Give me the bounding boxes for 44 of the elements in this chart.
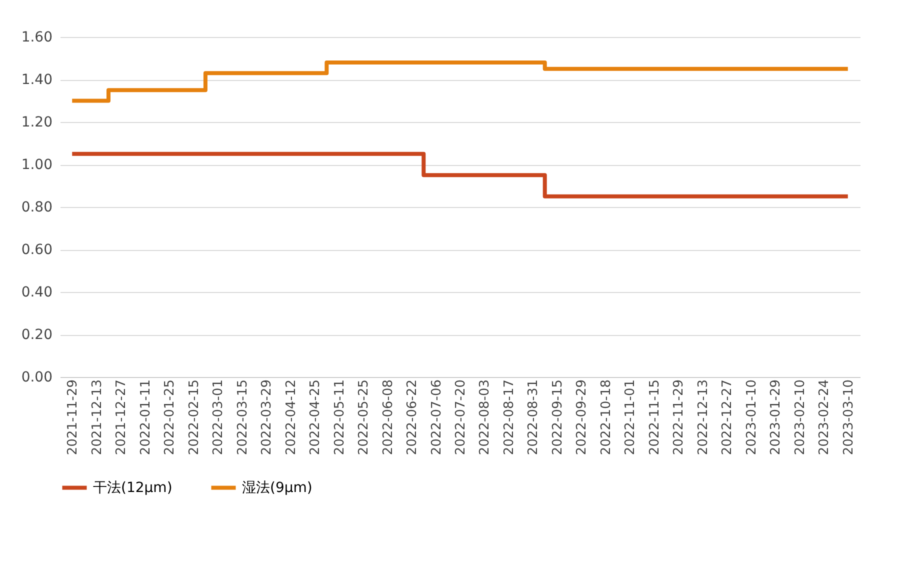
x-tick-label: 2022-11-15 (647, 380, 662, 456)
x-tick-label: 2022-11-29 (672, 380, 687, 456)
x-tick-label: 2022-02-15 (186, 380, 202, 456)
x-tick-label: 2021-12-13 (90, 380, 105, 456)
x-tick-label: 2022-01-25 (162, 380, 178, 456)
x-tick-label: 2022-01-11 (138, 380, 154, 456)
x-tick-label: 2023-01-10 (744, 380, 760, 456)
x-tick-label: 2022-04-25 (308, 380, 324, 456)
y-tick-label: 1.00 (21, 157, 52, 173)
y-tick-label: 0.20 (21, 327, 52, 343)
x-tick-label: 2023-01-29 (768, 380, 784, 456)
x-tick-label: 2023-03-10 (841, 380, 856, 456)
x-tick-label: 2022-12-27 (720, 380, 736, 456)
x-tick-label: 2022-06-22 (405, 380, 420, 456)
x-tick-label: 2022-08-03 (478, 380, 493, 456)
y-tick-label: 1.60 (21, 30, 52, 46)
y-tick-label: 1.40 (21, 72, 52, 88)
x-tick-label: 2022-07-06 (429, 380, 444, 456)
x-tick-label: 2022-05-25 (356, 380, 372, 456)
x-tick-label: 2022-12-13 (696, 380, 711, 456)
x-tick-label: 2022-04-12 (284, 380, 299, 456)
x-tick-label: 2022-07-20 (454, 380, 468, 456)
legend-label: 湿法(9μm) (242, 480, 312, 496)
x-tick-label: 2023-02-24 (817, 380, 832, 456)
x-tick-label: 2021-11-29 (66, 380, 81, 456)
y-tick-label: 0.40 (21, 284, 52, 300)
x-tick-label: 2021-12-27 (114, 380, 130, 456)
x-tick-label: 2022-09-29 (574, 380, 590, 456)
x-tick-label: 2022-10-18 (598, 380, 614, 456)
y-tick-label: 0.80 (21, 200, 52, 216)
x-tick-label: 2022-03-01 (211, 380, 226, 456)
x-tick-label: 2022-08-31 (526, 380, 542, 456)
x-tick-label: 2022-03-29 (260, 380, 275, 456)
x-tick-label: 2022-08-17 (502, 380, 517, 456)
x-tick-label: 2022-05-11 (332, 380, 348, 456)
y-tick-label: 1.20 (21, 114, 52, 130)
x-tick-label: 2022-11-01 (623, 380, 638, 456)
x-tick-label: 2022-06-08 (380, 380, 396, 456)
y-tick-label: 0.00 (21, 370, 52, 386)
legend-label: 干法(12μm) (93, 480, 172, 496)
x-tick-label: 2022-03-15 (235, 380, 250, 456)
x-tick-label: 2022-09-15 (550, 380, 566, 456)
y-tick-label: 0.60 (21, 242, 52, 258)
x-tick-label: 2023-02-10 (792, 380, 808, 456)
